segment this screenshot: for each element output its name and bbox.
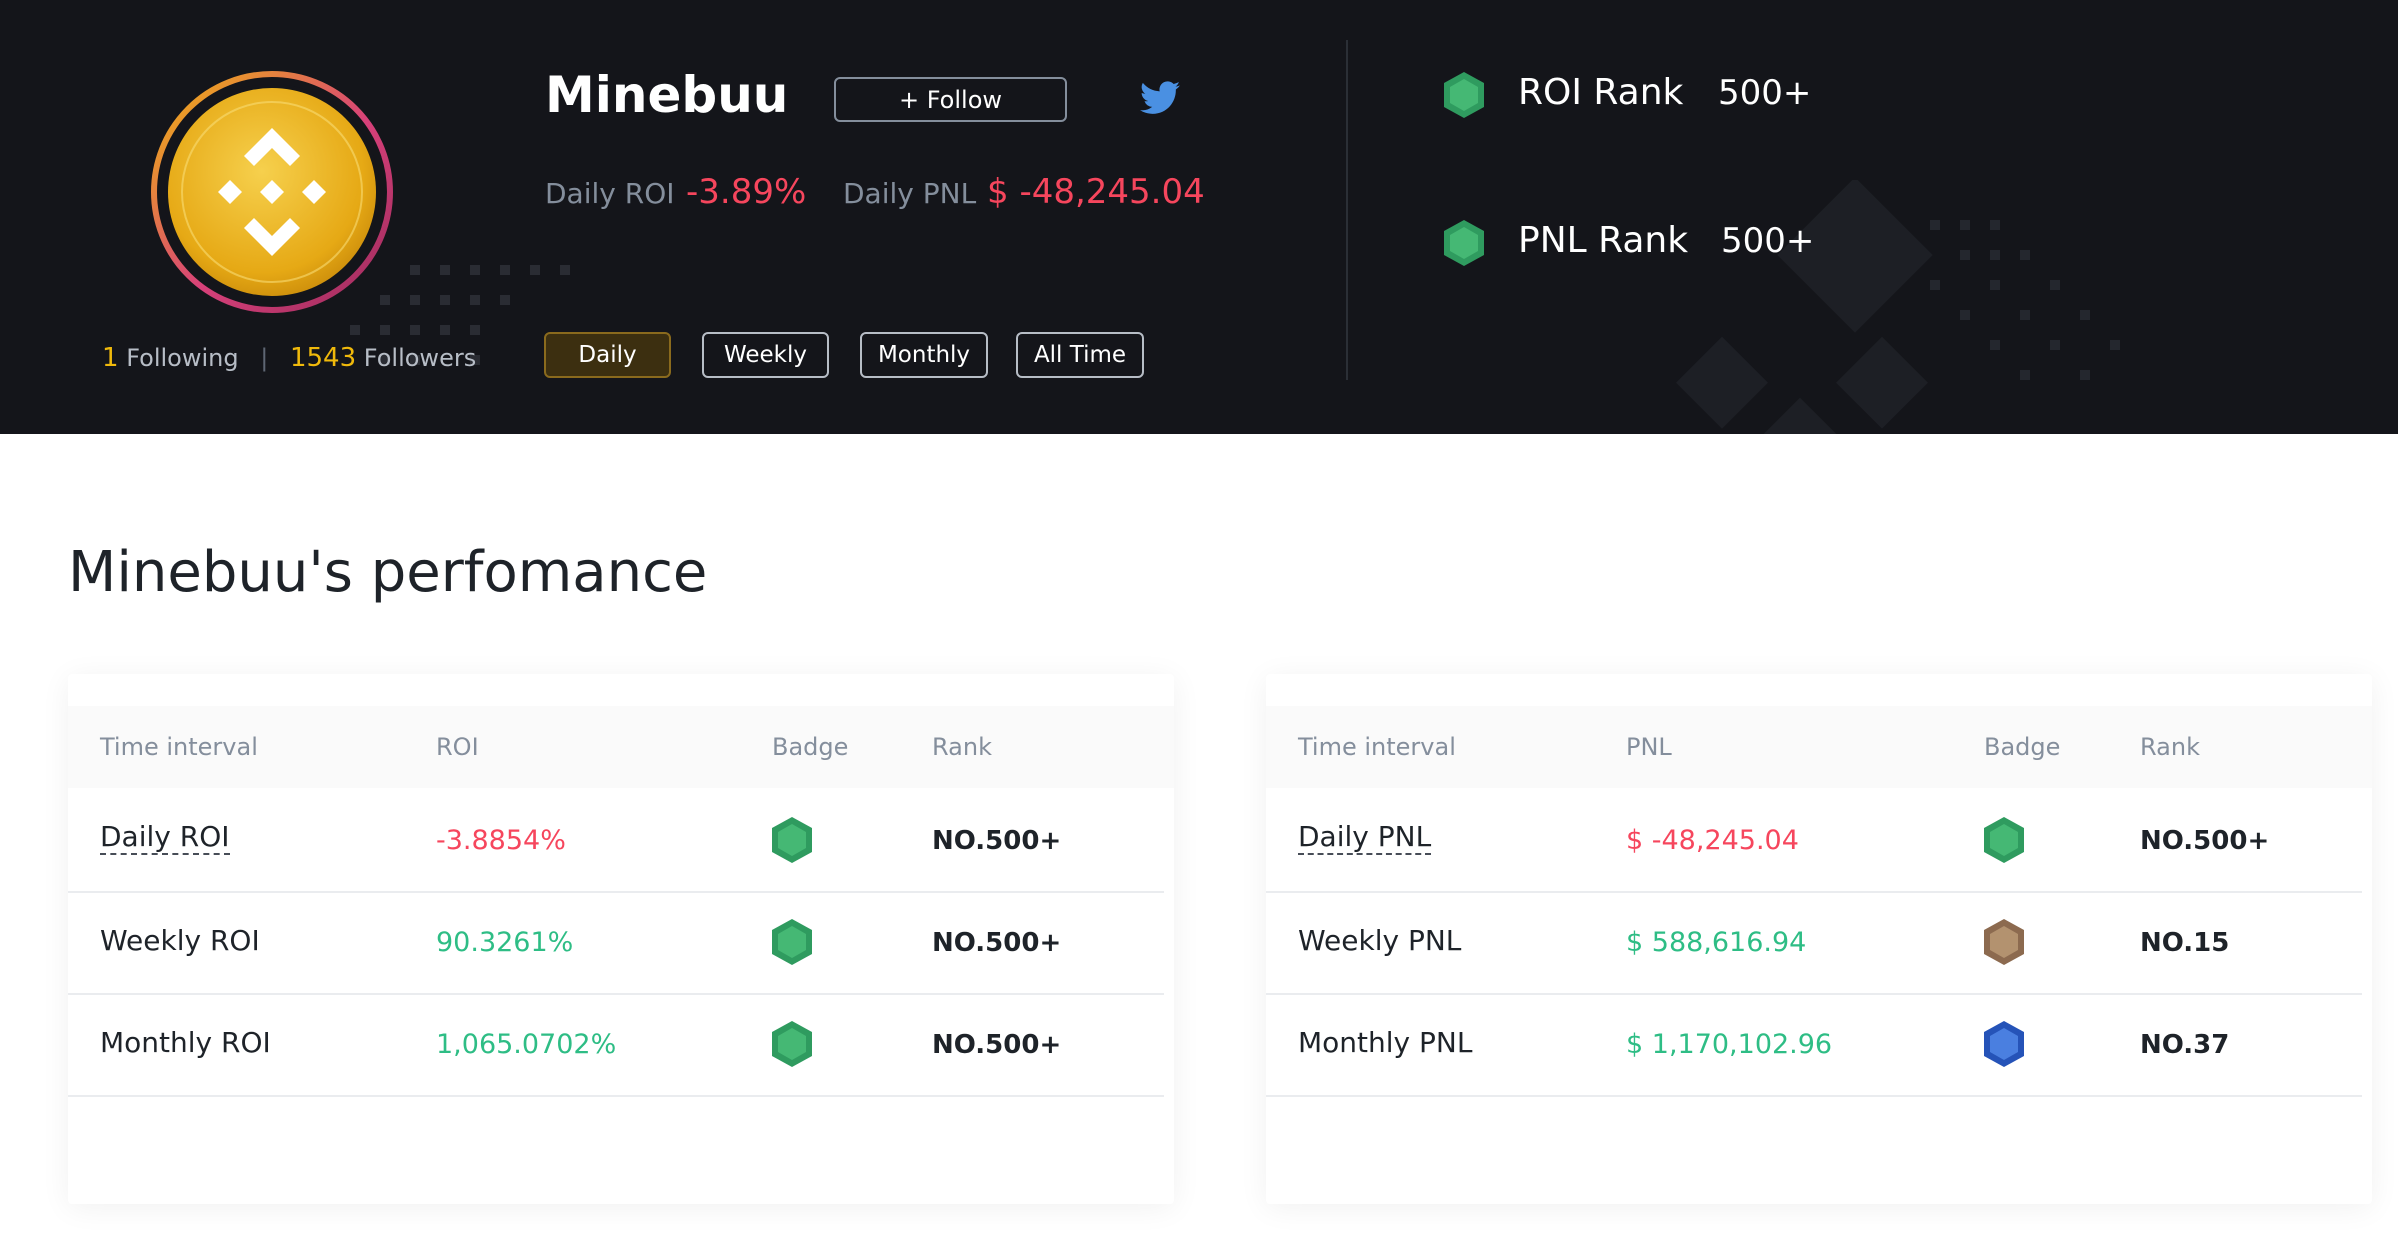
rank-value: NO.500+ xyxy=(932,928,1062,958)
interval-label: Monthly ROI xyxy=(100,1026,271,1059)
roi-rank-value: 500+ xyxy=(1718,73,1812,113)
avatar xyxy=(150,70,394,314)
roi-rank-label: ROI Rank xyxy=(1518,72,1684,113)
interval-label[interactable]: Daily ROI xyxy=(100,820,230,855)
interval-label[interactable]: Daily PNL xyxy=(1298,820,1432,855)
performance-title: Minebuu's perfomance xyxy=(68,540,708,605)
interval-label: Weekly PNL xyxy=(1298,924,1462,957)
pnl-rank-label: PNL Rank xyxy=(1518,220,1689,261)
table-row: Weekly PNL $ 588,616.94 NO.15 xyxy=(1266,892,2362,995)
daily-roi-value: -3.89% xyxy=(686,172,807,212)
tab-monthly[interactable]: Monthly xyxy=(860,332,988,378)
table-header xyxy=(68,706,1174,788)
rank-value: NO.37 xyxy=(2140,1030,2230,1060)
table-header xyxy=(1266,706,2372,788)
followers-count[interactable]: 1543 xyxy=(289,343,357,373)
table-row: Monthly ROI 1,065.0702% NO.500+ xyxy=(68,994,1164,1097)
pnl-rank-value: 500+ xyxy=(1721,221,1815,261)
column-header-interval: Time interval xyxy=(100,733,258,761)
table-row: Monthly PNL $ 1,170,102.96 NO.37 xyxy=(1266,994,2362,1097)
pnl-table-card: Time interval PNL Badge Rank Daily PNL $… xyxy=(1266,674,2372,1204)
following-label[interactable]: Following xyxy=(126,344,239,372)
column-header-pnl: PNL xyxy=(1626,733,1672,761)
roi-value: -3.8854% xyxy=(436,825,566,856)
rank-value: NO.500+ xyxy=(932,1030,1062,1060)
tab-daily[interactable]: Daily xyxy=(544,332,671,378)
header-divider xyxy=(1346,40,1348,380)
roi-value: 90.3261% xyxy=(436,927,574,958)
table-row: Weekly ROI 90.3261% NO.500+ xyxy=(68,892,1164,995)
green-badge-icon xyxy=(772,1021,812,1067)
tab-weekly[interactable]: Weekly xyxy=(702,332,829,378)
follow-button[interactable]: + Follow xyxy=(834,77,1067,122)
rank-value: NO.500+ xyxy=(932,826,1062,856)
username: Minebuu xyxy=(545,66,789,124)
pnl-value: $ 588,616.94 xyxy=(1626,927,1807,958)
green-badge-icon xyxy=(1984,817,2024,863)
column-header-rank: Rank xyxy=(932,733,992,761)
column-header-badge: Badge xyxy=(1984,733,2061,761)
interval-label: Weekly ROI xyxy=(100,924,260,957)
roi-table-card: Time interval ROI Badge Rank Daily ROI -… xyxy=(68,674,1174,1204)
pnl-value: $ -48,245.04 xyxy=(1626,825,1799,856)
blue-badge-icon xyxy=(1984,1021,2024,1067)
pnl-rank-badge-icon xyxy=(1444,220,1484,266)
roi-rank-badge-icon xyxy=(1444,72,1484,118)
rank-value: NO.500+ xyxy=(2140,826,2270,856)
followers-label[interactable]: Followers xyxy=(363,344,477,372)
decorative-dot-pattern xyxy=(350,265,570,365)
decorative-diamond-pattern xyxy=(1676,180,2120,434)
follow-stats: 1 Following | 1543 Followers xyxy=(102,343,476,373)
following-count[interactable]: 1 xyxy=(102,343,119,373)
table-row: Daily PNL $ -48,245.04 NO.500+ xyxy=(1266,790,2362,893)
follow-separator: | xyxy=(260,344,269,372)
green-badge-icon xyxy=(772,919,812,965)
column-header-rank: Rank xyxy=(2140,733,2200,761)
roi-value: 1,065.0702% xyxy=(436,1029,617,1060)
bronze-badge-icon xyxy=(1984,919,2024,965)
rank-value: NO.15 xyxy=(2140,928,2230,958)
profile-header: 1 Following | 1543 Followers Minebuu + F… xyxy=(0,0,2398,434)
pnl-value: $ 1,170,102.96 xyxy=(1626,1029,1833,1060)
daily-pnl-label: Daily PNL xyxy=(843,177,977,210)
column-header-badge: Badge xyxy=(772,733,849,761)
column-header-interval: Time interval xyxy=(1298,733,1456,761)
twitter-icon[interactable] xyxy=(1140,80,1180,116)
table-row: Daily ROI -3.8854% NO.500+ xyxy=(68,790,1164,893)
tab-all-time[interactable]: All Time xyxy=(1016,332,1144,378)
binance-coin-icon xyxy=(151,71,393,313)
interval-label: Monthly PNL xyxy=(1298,1026,1473,1059)
green-badge-icon xyxy=(772,817,812,863)
daily-roi-label: Daily ROI xyxy=(545,177,675,210)
column-header-roi: ROI xyxy=(436,733,479,761)
daily-pnl-value: $ -48,245.04 xyxy=(987,172,1205,212)
